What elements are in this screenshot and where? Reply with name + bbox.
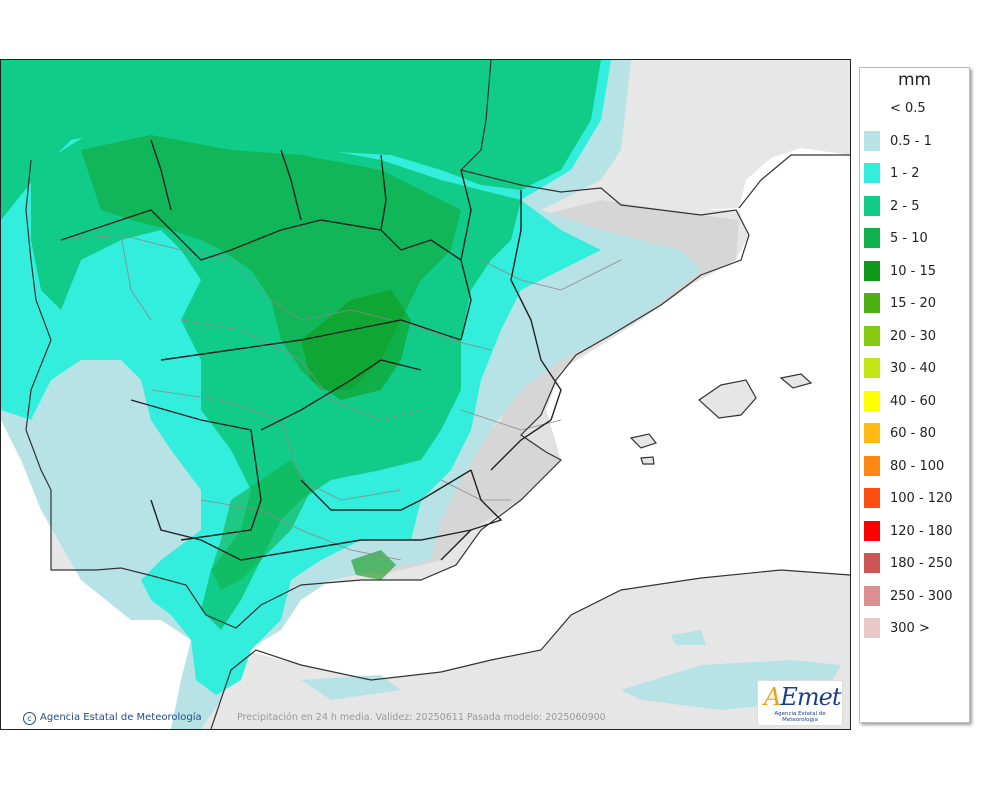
legend-swatch [864,163,880,183]
legend-label: 120 - 180 [890,523,953,539]
legend-item: 100 - 120 [864,488,968,508]
legend-swatch [864,618,880,638]
legend-label: < 0.5 [890,101,926,116]
copyright-label: Agencia Estatal de Meteorología [40,712,202,723]
legend-swatch [864,130,880,151]
legend-swatch [864,520,880,541]
logo-wordmark: AEmet [764,683,841,711]
legend-item: 30 - 40 [864,358,968,378]
logo-subtitle: Agencia Estatal de Meteorología [774,711,826,723]
legend-label: 2 - 5 [890,198,920,214]
legend-swatch [864,585,880,606]
legend-swatch [864,423,880,443]
legend-item: 20 - 30 [864,325,968,346]
legend-item: 15 - 20 [864,293,968,313]
copyright-icon: c [23,712,36,725]
legend-swatch [864,98,880,118]
legend-label: 300 > [890,621,930,636]
legend-label: 5 - 10 [890,231,928,246]
legend-swatch [864,553,880,573]
precip-shading [1,60,841,729]
legend-label: 1 - 2 [890,166,920,181]
legend-swatch [864,293,880,313]
legend-item: 250 - 300 [864,585,968,606]
legend-label: 20 - 30 [890,328,937,344]
legend-item: 0.5 - 1 [864,130,968,151]
legend-item: 40 - 60 [864,390,968,411]
coastline [25,60,850,729]
legend-item: 1 - 2 [864,163,968,183]
precipitation-legend: mm < 0.5 0.5 - 1 1 - 2 2 - 5 5 - 10 10 - 15 15… [859,67,970,723]
precipitation-map[interactable]: c Agencia Estatal de Meteorología Precipi… [0,59,851,730]
legend-swatch [864,260,880,281]
validity-note: Precipitación en 24 h media. Validez: 20… [237,712,606,723]
legend-item: < 0.5 [864,98,968,118]
legend-label: 250 - 300 [890,588,953,604]
legend-swatch [864,390,880,411]
legend-swatch [864,195,880,216]
region-borders [60,139,562,561]
copyright-text: c Agencia Estatal de Meteorología [23,712,202,725]
legend-label: 40 - 60 [890,393,937,409]
legend-swatch [864,228,880,248]
legend-item: 80 - 100 [864,455,968,476]
legend-swatch [864,358,880,378]
legend-item: 5 - 10 [864,228,968,248]
legend-item: 120 - 180 [864,520,968,541]
legend-swatch [864,455,880,476]
legend-label: 60 - 80 [890,426,937,441]
legend-label: 180 - 250 [890,556,953,571]
legend-item: 180 - 250 [864,553,968,573]
legend-unit: mm [897,70,932,90]
legend-label: 100 - 120 [890,491,953,506]
legend-label: 0.5 - 1 [890,133,932,149]
legend-item: 10 - 15 [864,260,968,281]
legend-label: 10 - 15 [890,263,937,279]
legend-swatch [864,488,880,508]
legend-item: 300 > [864,618,968,638]
aemet-logo: AEmet Agencia Estatal de Meteorología [757,680,843,726]
legend-item: 2 - 5 [864,195,968,216]
legend-item: 60 - 80 [864,423,968,443]
legend-label: 80 - 100 [890,458,945,474]
legend-label: 15 - 20 [890,296,937,311]
legend-label: 30 - 40 [890,361,937,376]
legend-swatch [864,325,880,346]
